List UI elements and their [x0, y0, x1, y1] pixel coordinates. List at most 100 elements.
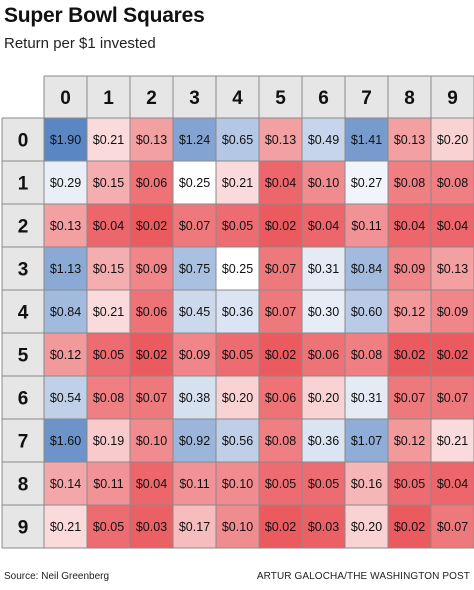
heatmap-cell-r4-c4: [216, 290, 259, 333]
heatmap-cell-r3-c3: [173, 247, 216, 290]
cell-value-label: $1.07: [351, 434, 382, 448]
heatmap-cell-r1-c5: [259, 161, 302, 204]
column-header-5: 5: [275, 88, 286, 109]
row-header-6: 6: [18, 389, 29, 410]
row-header-1: 1: [18, 174, 29, 195]
cell-value-label: $0.49: [308, 133, 339, 147]
cell-value-label: $0.05: [265, 477, 296, 491]
heatmap-cell-r9-c6: [302, 505, 345, 548]
heatmap-cell-r2-c8: [388, 204, 431, 247]
heatmap-cell-r4-c2: [130, 290, 173, 333]
cell-value-label: $0.02: [394, 348, 425, 362]
cell-value-label: $0.21: [222, 176, 253, 190]
heatmap-cell-r2-c3: [173, 204, 216, 247]
heatmap-cell-r7-c4: [216, 419, 259, 462]
heatmap-cell-r0-c1: [87, 118, 130, 161]
cell-value-label: $0.04: [308, 219, 339, 233]
heatmap-cell-r7-c6: [302, 419, 345, 462]
cell-value-label: $0.09: [179, 348, 210, 362]
heatmap-cell-r0-c0: [44, 118, 87, 161]
heatmap-cell-r7-c1: [87, 419, 130, 462]
cell-value-label: $0.08: [351, 348, 382, 362]
heatmap-cell-r5-c3: [173, 333, 216, 376]
cell-value-label: $0.20: [351, 520, 382, 534]
cell-value-label: $0.21: [50, 520, 81, 534]
cell-value-label: $0.45: [179, 305, 210, 319]
cell-value-label: $0.38: [179, 391, 210, 405]
heatmap-cell-r7-c8: [388, 419, 431, 462]
column-header-1: 1: [103, 88, 114, 109]
cell-value-label: $0.25: [179, 176, 210, 190]
heatmap-cell-r0-c3: [173, 118, 216, 161]
chart-subtitle: Return per $1 invested: [4, 35, 156, 52]
cell-value-label: $0.13: [437, 262, 468, 276]
cell-value-label: $0.03: [308, 520, 339, 534]
row-header-3: 3: [18, 260, 29, 281]
row-header-7: 7: [18, 432, 29, 453]
cell-value-label: $0.16: [351, 477, 382, 491]
column-header-4: 4: [232, 88, 243, 109]
heatmap-cell-r0-c2: [130, 118, 173, 161]
cell-value-label: $0.12: [394, 434, 425, 448]
cell-value-label: $0.04: [265, 176, 296, 190]
cell-value-label: $0.54: [50, 391, 81, 405]
heatmap-cell-r3-c9: [431, 247, 474, 290]
heatmap-cell-r4-c5: [259, 290, 302, 333]
column-header-3: 3: [189, 88, 200, 109]
cell-value-label: $1.13: [50, 262, 81, 276]
heatmap-cell-r5-c6: [302, 333, 345, 376]
heatmap-cell-r1-c1: [87, 161, 130, 204]
heatmap-cell-r0-c7: [345, 118, 388, 161]
cell-value-label: $0.05: [222, 219, 253, 233]
cell-value-label: $0.04: [394, 219, 425, 233]
heatmap-cell-r2-c6: [302, 204, 345, 247]
cell-value-label: $0.30: [308, 305, 339, 319]
heatmap-cell-r2-c2: [130, 204, 173, 247]
heatmap-cell-r4-c0: [44, 290, 87, 333]
heatmap-cell-r9-c4: [216, 505, 259, 548]
heatmap-cell-r8-c4: [216, 462, 259, 505]
cell-value-label: $0.05: [93, 520, 124, 534]
heatmap-cell-r9-c0: [44, 505, 87, 548]
cell-value-label: $0.10: [222, 520, 253, 534]
cell-value-label: $0.04: [437, 477, 468, 491]
cell-value-label: $0.06: [308, 348, 339, 362]
cell-value-label: $0.02: [265, 348, 296, 362]
heatmap-cell-r6-c8: [388, 376, 431, 419]
cell-value-label: $0.05: [394, 477, 425, 491]
cell-value-label: $0.02: [394, 520, 425, 534]
heatmap-cell-r9-c3: [173, 505, 216, 548]
cell-value-label: $0.05: [222, 348, 253, 362]
heatmap-cell-r3-c5: [259, 247, 302, 290]
cell-value-label: $0.13: [136, 133, 167, 147]
cell-value-label: $0.84: [351, 262, 382, 276]
heatmap-cell-r7-c9: [431, 419, 474, 462]
heatmap-cell-r3-c4: [216, 247, 259, 290]
column-header-2: 2: [146, 88, 157, 109]
cell-value-label: $0.20: [437, 133, 468, 147]
source-note: Source: Neil Greenberg: [4, 571, 110, 582]
cell-value-label: $0.06: [265, 391, 296, 405]
cell-value-label: $0.21: [437, 434, 468, 448]
credit-line: ARTUR GALOCHA/THE WASHINGTON POST: [256, 571, 470, 582]
cell-value-label: $0.09: [394, 262, 425, 276]
heatmap-cell-r6-c7: [345, 376, 388, 419]
heatmap-cell-r5-c5: [259, 333, 302, 376]
heatmap-cell-r2-c4: [216, 204, 259, 247]
heatmap-cell-r8-c5: [259, 462, 302, 505]
cell-value-label: $0.02: [136, 219, 167, 233]
cell-value-label: $0.17: [179, 520, 210, 534]
heatmap-cell-r9-c1: [87, 505, 130, 548]
heatmap-cell-r8-c3: [173, 462, 216, 505]
cell-value-label: $0.31: [308, 262, 339, 276]
cell-value-label: $0.60: [351, 305, 382, 319]
cell-value-label: $0.65: [222, 133, 253, 147]
cell-value-label: $0.25: [222, 262, 253, 276]
cell-value-label: $0.20: [308, 391, 339, 405]
heatmap-cell-r7-c2: [130, 419, 173, 462]
heatmap-cell-r4-c3: [173, 290, 216, 333]
cell-value-label: $0.15: [93, 262, 124, 276]
heatmap-cell-r0-c9: [431, 118, 474, 161]
cell-value-label: $0.08: [265, 434, 296, 448]
heatmap-cell-r0-c6: [302, 118, 345, 161]
